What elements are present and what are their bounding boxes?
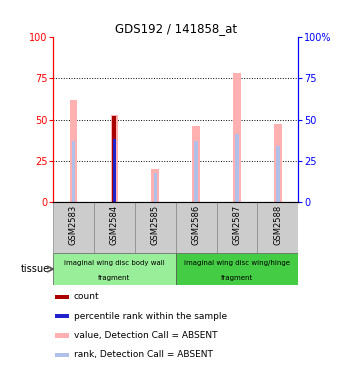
Text: tissue: tissue: [20, 264, 49, 274]
Bar: [257, 202, 298, 253]
Text: GSM2587: GSM2587: [233, 205, 241, 245]
Text: imaginal wing disc wing/hinge: imaginal wing disc wing/hinge: [184, 259, 290, 266]
Bar: [274, 124, 282, 202]
Text: percentile rank within the sample: percentile rank within the sample: [74, 311, 227, 321]
Text: GSM2588: GSM2588: [273, 205, 282, 245]
Bar: [153, 173, 157, 202]
Text: fragment: fragment: [221, 275, 253, 281]
Bar: [113, 139, 116, 202]
Bar: [55, 295, 69, 299]
Bar: [55, 352, 69, 357]
Text: GSM2584: GSM2584: [110, 205, 119, 245]
Bar: [70, 100, 77, 202]
Bar: [217, 202, 257, 253]
Text: imaginal wing disc body wall: imaginal wing disc body wall: [64, 259, 165, 266]
Bar: [94, 202, 135, 253]
Bar: [110, 115, 118, 202]
Bar: [151, 169, 159, 202]
Text: GSM2585: GSM2585: [151, 205, 160, 245]
Bar: [176, 253, 298, 285]
Bar: [55, 314, 69, 318]
Bar: [192, 126, 200, 202]
Text: fragment: fragment: [98, 275, 130, 281]
Bar: [112, 116, 116, 202]
Text: GSM2586: GSM2586: [192, 205, 201, 245]
Text: GSM2583: GSM2583: [69, 205, 78, 245]
Bar: [72, 141, 75, 202]
Bar: [233, 73, 241, 202]
Text: rank, Detection Call = ABSENT: rank, Detection Call = ABSENT: [74, 350, 212, 359]
Bar: [276, 146, 280, 202]
Bar: [176, 202, 217, 253]
Bar: [235, 134, 239, 202]
Bar: [194, 141, 198, 202]
Bar: [113, 139, 116, 202]
Bar: [135, 202, 176, 253]
Bar: [55, 333, 69, 337]
Text: value, Detection Call = ABSENT: value, Detection Call = ABSENT: [74, 331, 217, 340]
Text: count: count: [74, 292, 99, 301]
Title: GDS192 / 141858_at: GDS192 / 141858_at: [115, 22, 237, 36]
Bar: [53, 202, 94, 253]
Bar: [53, 253, 176, 285]
